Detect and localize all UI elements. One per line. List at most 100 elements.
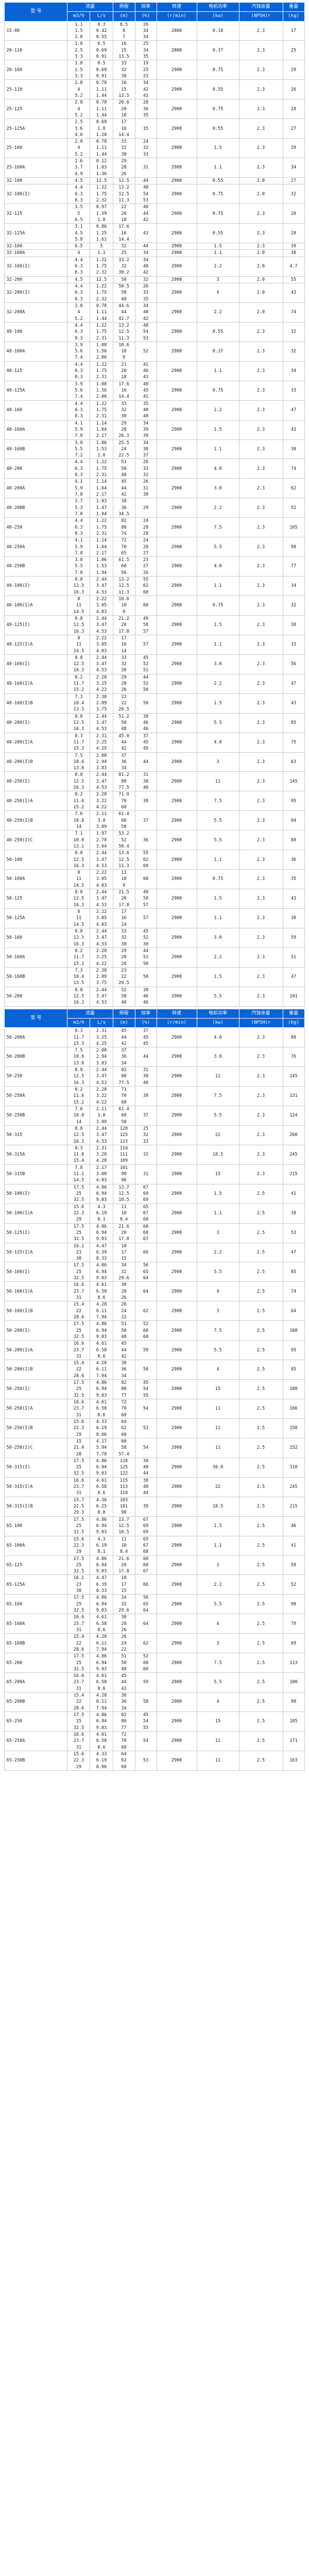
cell-speed: 2900 [156, 596, 197, 616]
cell-speed: 2900 [156, 693, 197, 714]
cell-efficiency: 34 38 37 [134, 439, 157, 460]
cell-power: 4.0 [196, 459, 239, 479]
cell-head: 26 24 22 [112, 1301, 135, 1321]
table-row: 32-125A 3.1 4.5 5.8 0.86 1.25 1.61 17.6 16 14.4 43… [4, 223, 305, 244]
cell-power: 1.5 [196, 889, 239, 909]
cell-power: 4.0 [196, 1027, 239, 1048]
table-row: 40-250(I) 8.8 12.5 16.3 2.44 3.47 4.53 81.2 80 77… [4, 771, 305, 792]
cell-head: 71.0 70 68 [112, 791, 135, 811]
cell-power: 11 [196, 1731, 239, 1751]
cell-speed: 2900 [156, 752, 197, 772]
table-row: 40-200 4.4 6.3 8.3 1.22 1.75 2.31 51 50 48 26 33 32 2… [4, 459, 305, 479]
cell-weight: 58 [282, 1555, 305, 1575]
cell-speed: 2900 [156, 1555, 197, 1575]
th-efficiency-unit: (%) [134, 1018, 157, 1028]
cell-npsh: 2.0 [238, 249, 283, 257]
cell-npsh: 2.0 [238, 276, 283, 284]
cell-efficiency: 55 62 60 [134, 850, 157, 870]
cell-power: 1.5 [196, 419, 239, 440]
cell-speed: 2900 [156, 1301, 197, 1321]
cell-npsh: 2.3 [238, 556, 283, 577]
table-row: 40-100A 3.9 5.6 7.4 1.08 1.56 2.06 10.6 10 9 52 290… [4, 341, 305, 362]
cell-npsh: 2.3 [238, 60, 283, 80]
cell-speed: 2900 [156, 1105, 197, 1126]
table-row: 50-160A 8.2 11.7 15.2 2.28 3.25 4.22 29 28 26 44 51… [4, 947, 305, 968]
cell-flow-ls: 2.44 3.47 4.53 [90, 576, 113, 596]
cell-power: 5.5 [196, 713, 239, 733]
cell-flow-m3h: 3.7 5.3 7.0 [67, 498, 91, 518]
cell-flow-m3h: 16.6 23.7 31 [67, 1399, 91, 1419]
cell-weight: 39 [282, 243, 305, 250]
table-row: 50-250 8.8 12.5 16.3 2.44 3.47 4.53 82 80 77.5 31 3… [4, 1066, 305, 1087]
cell-weight: 52 [282, 1574, 305, 1595]
cell-efficiency: 67 69 69 [134, 1183, 157, 1204]
cell-model: 50-315 [4, 1125, 68, 1145]
cell-efficiency: 44 [134, 1047, 157, 1067]
cell-power: 5.5 [196, 830, 239, 851]
th-weight-unit: (kg) [282, 1018, 305, 1028]
cell-weight: 38 [282, 908, 305, 928]
table-row: 40-125 4.4 6.3 8.3 1.22 1.75 2.31 21 20 18 41 46 43 2… [4, 361, 305, 381]
cell-model: 50-250(I)B [4, 1418, 68, 1438]
cell-flow-m3h: 8.2 11.6 15.2 [67, 1086, 91, 1106]
cell-model: 50-125 [4, 889, 68, 909]
cell-weight: 28 [282, 204, 305, 224]
cell-speed: 2800 [156, 21, 197, 41]
cell-weight: 38 [282, 1203, 305, 1224]
cell-efficiency: 38 46 46 [134, 713, 157, 733]
cell-flow-m3h: 8 11 14.5 [67, 596, 91, 616]
cell-model: 40-100(I)A [4, 596, 68, 616]
cell-efficiency: 37 45 45 [134, 732, 157, 753]
cell-speed: 2900 [156, 1594, 197, 1615]
cell-speed: 2900 [156, 459, 197, 479]
cell-flow-m3h: 3.8 5.5 7.2 [67, 439, 91, 460]
cell-npsh: 2.5 [238, 1535, 283, 1556]
cell-weight: 36 [282, 850, 305, 870]
cell-npsh: 2.5 [238, 1223, 283, 1243]
cell-flow-ls: 4.86 6.94 9.03 [90, 1379, 113, 1399]
cell-npsh: 2.5 [238, 1242, 283, 1263]
cell-model: 25-160 [4, 138, 68, 159]
cell-npsh: 2.5 [238, 1692, 283, 1712]
cell-head: 30 28 26 [112, 1281, 135, 1302]
cell-efficiency: 54 [134, 1437, 157, 1458]
cell-head: 38 36 34.5 [112, 498, 135, 518]
cell-power: 3.0 [196, 1047, 239, 1067]
cell-npsh: 2.3 [238, 615, 283, 635]
th-npsh: 汽蚀余量 [238, 1008, 283, 1019]
cell-power: 0.18 [196, 21, 239, 41]
cell-speed: 2900 [156, 869, 197, 890]
cell-power: 2.2 [196, 1574, 239, 1595]
table-row: 40-160A 4.1 5.9 7.8 1.14 1.64 2.17 29 28 26.3 34 39… [4, 419, 305, 440]
cell-efficiency: 49 58 57 [134, 615, 157, 635]
cell-speed: 2900 [156, 830, 197, 851]
table-row: 32-200(I) 4.4 6.3 8.3 1.22 1.75 2.32 50.5 50 48 26… [4, 283, 305, 303]
cell-flow-m3h: 8 11 14.5 [67, 908, 91, 928]
cell-weight: 310 [282, 1457, 305, 1478]
cell-model: 65-100 [4, 1516, 68, 1536]
table-row: 65-125A 16.1 23 30 4.47 6.39 8.33 18 17 15 66 2900 2… [4, 1574, 305, 1595]
cell-power: 1.5 [196, 1516, 239, 1536]
cell-npsh: 2.3 [238, 79, 283, 100]
cell-flow-m3h: 3.1 4.5 5.8 [67, 223, 91, 244]
table-row: 50-200A 8.3 11.7 15.3 2.31 3.25 4.25 45 44 42 37 45… [4, 1027, 305, 1048]
cell-flow-m3h: 8.3 11.8 15.4 [67, 1144, 91, 1165]
cell-flow-ls: 4.86 6.94 9.03 [90, 1653, 113, 1673]
cell-head: 13.6 12.5 11.3 [112, 850, 135, 870]
cell-flow-m3h: 17.5 25 32.5 [67, 1320, 91, 1341]
cell-model: 50-200(I)B [4, 1360, 68, 1380]
cell-flow-ls: 2.44 3.47 4.53 [90, 771, 113, 792]
cell-power: 1.1 [196, 634, 239, 655]
cell-flow-m3h: 17.5 25 32.5 [67, 1223, 91, 1243]
cell-model: 40-250(I)C [4, 830, 68, 851]
table-body-2: 50-200A 8.3 11.7 15.3 2.31 3.25 4.25 45 44 42 37 45… [4, 1027, 305, 1771]
cell-npsh: 2.3 [238, 869, 283, 890]
cell-efficiency: 26 31 30 [134, 478, 157, 499]
cell-flow-ls: 4.47 6.39 8.33 [90, 1574, 113, 1595]
cell-speed: 2900 [156, 1164, 197, 1184]
cell-power: 7.5 [196, 1320, 239, 1341]
table-row: 50-315(I)B 15.7 22.5 29.3 4.36 6.25 8.0 103 101 9… [4, 1496, 305, 1517]
cell-model: 32-200A [4, 302, 68, 323]
cell-power: 0.75 [196, 380, 239, 401]
cell-npsh: 2.3 [238, 908, 283, 928]
